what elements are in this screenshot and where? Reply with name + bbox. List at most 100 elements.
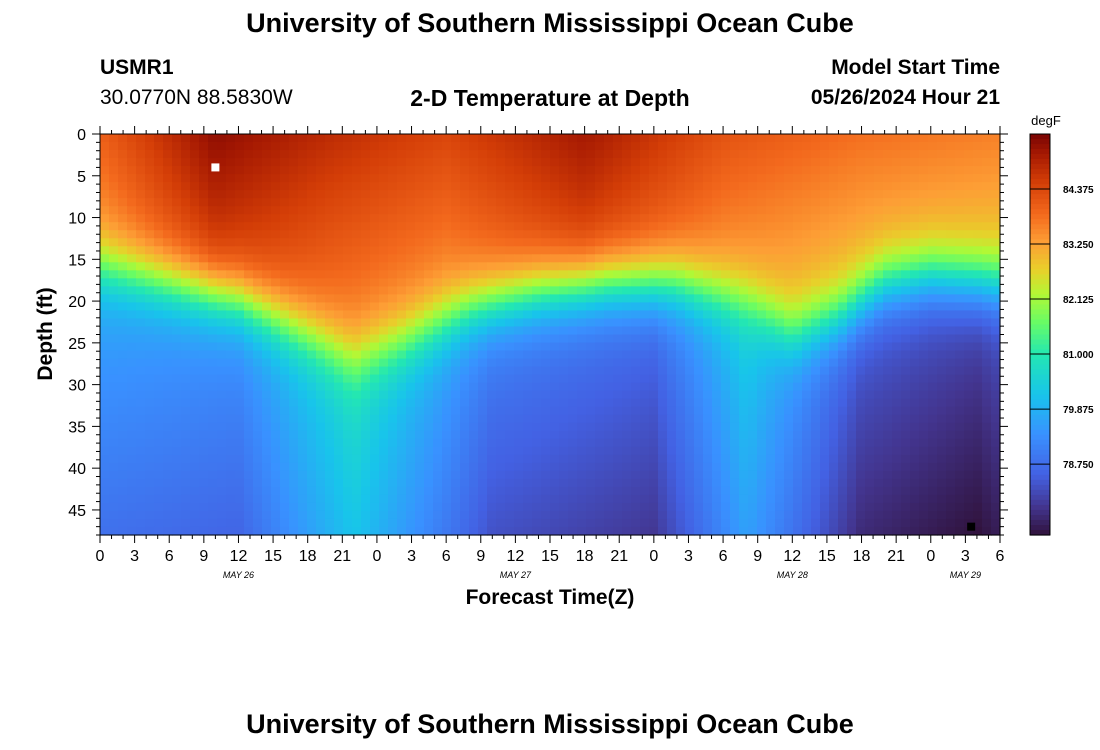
heatmap-cell <box>739 351 749 360</box>
heatmap-cell <box>298 479 308 488</box>
heatmap-cell <box>676 471 686 480</box>
heatmap-cell <box>343 375 353 384</box>
heatmap-cell <box>712 351 722 360</box>
heatmap-cell <box>856 391 866 400</box>
heatmap-cell <box>793 471 803 480</box>
heatmap-cell <box>316 214 326 223</box>
heatmap-cell <box>145 206 155 215</box>
heatmap-cell <box>604 206 614 215</box>
heatmap-cell <box>721 471 731 480</box>
heatmap-cell <box>181 166 191 175</box>
heatmap-cell <box>217 278 227 287</box>
heatmap-cell <box>820 479 830 488</box>
heatmap-cell <box>910 222 920 231</box>
heatmap-cell <box>685 511 695 520</box>
heatmap-cell <box>703 383 713 392</box>
heatmap-cell <box>298 367 308 376</box>
heatmap-cell <box>964 503 974 512</box>
heatmap-cell <box>901 359 911 368</box>
heatmap-cell <box>451 278 461 287</box>
heatmap-cell <box>505 399 515 408</box>
heatmap-cell <box>199 190 209 199</box>
heatmap-cell <box>703 495 713 504</box>
heatmap-cell <box>343 254 353 263</box>
heatmap-cell <box>820 214 830 223</box>
heatmap-cell <box>766 254 776 263</box>
heatmap-cell <box>397 214 407 223</box>
heatmap-cell <box>298 326 308 335</box>
heatmap-cell <box>271 262 281 271</box>
heatmap-cell <box>730 198 740 207</box>
heatmap-cell <box>793 399 803 408</box>
heatmap-cell <box>649 230 659 239</box>
heatmap-cell <box>154 214 164 223</box>
heatmap-cell <box>361 431 371 440</box>
heatmap-cell <box>622 455 632 464</box>
heatmap-cell <box>460 383 470 392</box>
heatmap-cell <box>316 439 326 448</box>
heatmap-cell <box>982 278 992 287</box>
heatmap-cell <box>361 447 371 456</box>
heatmap-cell <box>226 214 236 223</box>
heatmap-cell <box>424 503 434 512</box>
heatmap-cell <box>649 310 659 319</box>
heatmap-cell <box>991 270 1001 279</box>
heatmap-cell <box>235 302 245 311</box>
heatmap-cell <box>532 246 542 255</box>
heatmap-cell <box>775 519 785 528</box>
heatmap-cell <box>487 367 497 376</box>
heatmap-cell <box>433 479 443 488</box>
heatmap-cell <box>361 174 371 183</box>
heatmap-cell <box>820 174 830 183</box>
heatmap-cell <box>955 302 965 311</box>
heatmap-cell <box>793 527 803 536</box>
heatmap-cell <box>802 479 812 488</box>
heatmap-cell <box>550 254 560 263</box>
heatmap-cell <box>802 519 812 528</box>
heatmap-cell <box>415 407 425 416</box>
heatmap-cell <box>325 351 335 360</box>
heatmap-cell <box>154 367 164 376</box>
heatmap-cell <box>343 391 353 400</box>
heatmap-cell <box>856 238 866 247</box>
heatmap-cell <box>766 294 776 303</box>
heatmap-cell <box>622 407 632 416</box>
heatmap-cell <box>775 318 785 327</box>
heatmap-cell <box>703 375 713 384</box>
heatmap-cell <box>937 166 947 175</box>
heatmap-cell <box>181 246 191 255</box>
heatmap-cell <box>658 214 668 223</box>
heatmap-cell <box>226 278 236 287</box>
heatmap-cell <box>172 198 182 207</box>
heatmap-cell <box>685 206 695 215</box>
heatmap-cell <box>577 198 587 207</box>
heatmap-cell <box>865 182 875 191</box>
heatmap-cell <box>244 318 254 327</box>
heatmap-cell <box>217 479 227 488</box>
heatmap-cell <box>424 367 434 376</box>
heatmap-cell <box>685 367 695 376</box>
heatmap-cell <box>640 383 650 392</box>
heatmap-cell <box>847 302 857 311</box>
heatmap-cell <box>577 294 587 303</box>
heatmap-cell <box>694 343 704 352</box>
heatmap-cell <box>226 463 236 472</box>
heatmap-cell <box>712 487 722 496</box>
heatmap-cell <box>496 150 506 159</box>
heatmap-cell <box>325 375 335 384</box>
heatmap-cell <box>460 142 470 151</box>
heatmap-cell <box>154 246 164 255</box>
heatmap-cell <box>865 230 875 239</box>
heatmap-cell <box>955 278 965 287</box>
heatmap-cell <box>163 198 173 207</box>
heatmap-cell <box>757 503 767 512</box>
heatmap-cell <box>730 415 740 424</box>
heatmap-cell <box>631 182 641 191</box>
heatmap-cell <box>829 359 839 368</box>
heatmap-cell <box>415 463 425 472</box>
heatmap-cell <box>937 455 947 464</box>
heatmap-cell <box>496 222 506 231</box>
heatmap-cell <box>532 367 542 376</box>
heatmap-cell <box>883 519 893 528</box>
heatmap-cell <box>289 246 299 255</box>
